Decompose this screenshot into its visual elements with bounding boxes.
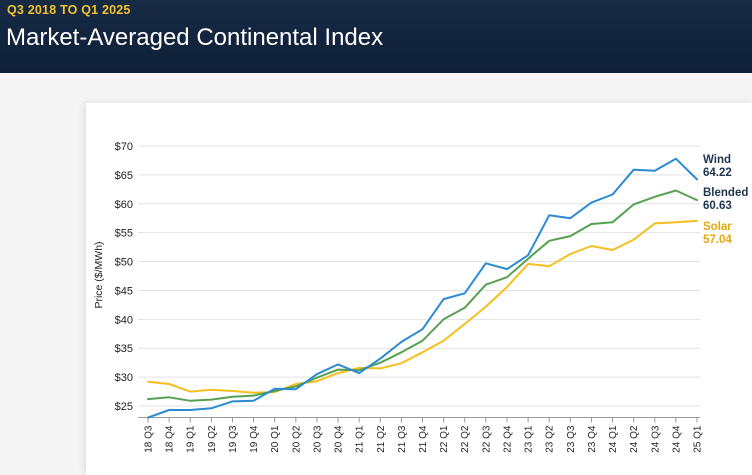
x-tick-label: 19 Q3: [228, 425, 239, 453]
y-axis: $25 $30 $35 $40 $45 $50 $55 $60 $65 $70: [115, 141, 133, 413]
grid-lines: [138, 145, 700, 407]
x-tick-label: 21 Q2: [376, 425, 387, 453]
x-tick-label: 24 Q1: [608, 425, 619, 453]
x-tick-label: 24 Q2: [629, 425, 640, 453]
y-axis-label: Price ($/MWh): [93, 241, 105, 308]
x-tick-label: 24 Q4: [671, 425, 682, 453]
x-tick-label: 20 Q4: [334, 425, 345, 453]
x-tick-label: 21 Q1: [355, 425, 366, 453]
y-tick-label: $35: [115, 343, 133, 355]
x-tick-label: 23 Q4: [587, 425, 598, 453]
x-tick-label: 20 Q2: [291, 425, 302, 453]
x-tick-label: 18 Q3: [144, 425, 155, 453]
series-lines: [147, 157, 698, 419]
y-tick-label: $65: [115, 170, 133, 182]
x-tick-label: 19 Q4: [249, 425, 260, 453]
x-tick-label: 22 Q4: [502, 425, 513, 453]
x-tick-label: 24 Q3: [650, 425, 661, 453]
x-tick-label: 22 Q2: [460, 425, 471, 453]
y-tick-label: $55: [115, 228, 133, 240]
x-axis: 18 Q3 18 Q4 19 Q1 19 Q2 19 Q3 19 Q4 20 Q1 20 Q2…: [138, 417, 704, 453]
end-label-name-solar: Solar: [703, 221, 732, 233]
page-title: Market-Averaged Continental Index: [6, 24, 384, 51]
y-tick-label: $50: [115, 257, 133, 269]
x-tick-label: 21 Q3: [397, 425, 408, 453]
x-tick-label: 19 Q1: [186, 425, 197, 453]
x-tick-label: 22 Q1: [439, 425, 450, 453]
end-label-value-wind: 64.22: [703, 167, 732, 179]
x-tick-label: 23 Q3: [566, 425, 577, 453]
series-line-wind: [147, 157, 698, 419]
date-range-eyebrow: Q3 2018 TO Q1 2025: [7, 3, 131, 17]
y-tick-label: $25: [115, 401, 133, 413]
x-tick-label: 19 Q2: [207, 425, 218, 453]
end-label-name-wind: Wind: [703, 154, 731, 166]
end-label-name-blended: Blended: [703, 187, 748, 199]
x-tick-label: 20 Q3: [312, 425, 323, 453]
x-tick-label: 23 Q1: [524, 425, 535, 453]
x-tick-label: 25 Q1: [693, 425, 704, 453]
chart-card: [86, 103, 752, 475]
end-label-value-solar: 57.04: [703, 234, 732, 246]
y-tick-label: $70: [115, 141, 133, 153]
end-label-value-blended: 60.63: [703, 200, 732, 212]
x-tick-label: 22 Q3: [481, 425, 492, 453]
y-tick-label: $40: [115, 314, 133, 326]
x-tick-label: 23 Q2: [545, 425, 556, 453]
header-banner: Q3 2018 TO Q1 2025 Market-Averaged Conti…: [0, 0, 752, 73]
y-tick-label: $30: [115, 372, 133, 384]
series-line-solar: [147, 219, 698, 394]
y-tick-label: $60: [115, 199, 133, 211]
y-tick-label: $45: [115, 285, 133, 297]
x-tick-label: 18 Q4: [165, 425, 176, 453]
x-tick-label: 20 Q1: [270, 425, 281, 453]
series-line-blended: [147, 189, 698, 402]
x-tick-label: 21 Q4: [418, 425, 429, 453]
